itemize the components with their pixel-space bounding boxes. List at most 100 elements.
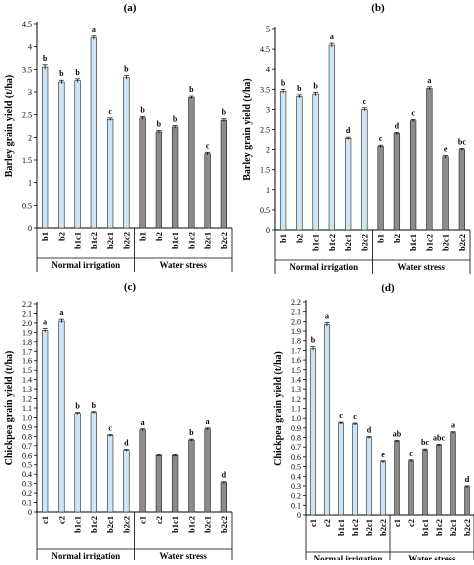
group-label-water-stress: Water stress xyxy=(408,554,456,560)
category-label: b2c1 xyxy=(448,519,458,536)
significance-letter: b xyxy=(59,69,64,78)
significance-letter: ab xyxy=(393,429,402,438)
category-label: b1c2 xyxy=(89,232,99,249)
category-label: b1 xyxy=(376,234,386,243)
y-tick-label: 1.2 xyxy=(22,395,32,404)
y-tick-label: 2.2 xyxy=(22,300,32,309)
bar xyxy=(394,441,400,516)
y-tick-label: 0 xyxy=(266,226,270,235)
bar xyxy=(312,93,319,231)
bar xyxy=(450,432,456,516)
significance-letter: b xyxy=(222,108,227,117)
bar xyxy=(352,423,358,516)
category-label: b2c2 xyxy=(219,232,229,249)
bar xyxy=(338,422,344,516)
y-tick-label: 0.5 xyxy=(22,201,32,210)
y-tick-label: 3.5 xyxy=(260,85,270,94)
y-tick-label: 1 xyxy=(266,186,270,195)
significance-letter: b xyxy=(75,68,80,77)
bar xyxy=(155,454,163,513)
bar xyxy=(442,156,449,231)
y-tick-label: 1.0 xyxy=(291,414,301,423)
y-tick-label: 0.6 xyxy=(22,451,32,460)
category-label: b2c2 xyxy=(121,516,131,533)
y-axis-label: Barley grain yield (t/ha) xyxy=(4,75,15,178)
y-tick-label: 1.3 xyxy=(291,385,301,394)
significance-letter: b xyxy=(157,120,162,129)
category-label: b1c2 xyxy=(186,516,196,533)
significance-letter: b xyxy=(75,402,80,411)
category-label: b2c1 xyxy=(203,232,213,249)
y-tick-label: 3 xyxy=(266,105,270,114)
category-label: b1c1 xyxy=(73,232,83,249)
y-tick-label: 0.7 xyxy=(22,442,32,451)
bar xyxy=(408,460,414,516)
y-tick-label: 2.1 xyxy=(22,309,32,318)
y-tick-label: 0.9 xyxy=(291,424,301,433)
group-label-water-stress: Water stress xyxy=(160,551,208,560)
bar xyxy=(106,118,114,229)
y-tick-label: 2 xyxy=(266,146,270,155)
category-label: c2 xyxy=(56,516,66,524)
y-tick-label: 0.8 xyxy=(291,434,301,443)
bar xyxy=(204,153,211,229)
y-tick-label: 1.5 xyxy=(260,166,270,175)
category-label: b2c1 xyxy=(105,516,115,533)
bar xyxy=(204,428,211,513)
y-tick-label: 2.0 xyxy=(291,317,301,326)
significance-letter: e xyxy=(381,450,385,459)
y-tick-label: 1.5 xyxy=(291,366,301,375)
category-label: b2c2 xyxy=(219,516,229,533)
y-tick-label: 4 xyxy=(28,43,32,52)
y-tick-label: 0.4 xyxy=(22,470,32,479)
bar xyxy=(90,37,98,229)
y-tick-label: 2.2 xyxy=(291,298,301,307)
bar xyxy=(171,454,179,513)
y-axis-label: Barley grain yield (t/ha) xyxy=(242,78,253,181)
category-label: c1 xyxy=(40,516,50,524)
bar xyxy=(58,81,65,229)
category-label: b1c1 xyxy=(336,519,346,536)
significance-letter: d xyxy=(465,475,470,484)
panel-label: (d) xyxy=(381,282,395,294)
category-label: b2c1 xyxy=(441,234,451,251)
y-tick-label: 1.9 xyxy=(291,327,301,336)
bar xyxy=(436,444,442,516)
bar xyxy=(139,429,146,513)
bar xyxy=(188,97,195,229)
bar xyxy=(324,323,330,516)
panel-label: (b) xyxy=(371,2,385,14)
bar xyxy=(74,413,81,513)
significance-letter: a xyxy=(206,417,210,426)
bar xyxy=(41,66,49,229)
y-tick-label: 3 xyxy=(28,88,32,97)
category-label: b1c2 xyxy=(434,519,444,536)
y-tick-label: 0.4 xyxy=(291,472,301,481)
y-tick-label: 1.8 xyxy=(291,337,301,346)
category-label: b2c2 xyxy=(457,234,467,251)
bar xyxy=(393,133,401,231)
y-tick-label: 0.2 xyxy=(22,489,32,498)
significance-letter: d xyxy=(222,471,227,480)
category-label: b1 xyxy=(138,232,148,241)
y-tick-label: 0.7 xyxy=(291,443,301,452)
bar xyxy=(409,120,417,231)
category-label: c1 xyxy=(138,516,148,524)
y-tick-label: 5 xyxy=(266,25,270,34)
significance-letter: b xyxy=(140,105,145,114)
y-tick-label: 1.4 xyxy=(291,375,301,384)
y-tick-label: 2.5 xyxy=(260,126,270,135)
y-tick-label: 1 xyxy=(28,179,32,188)
y-tick-label: 1.1 xyxy=(291,405,301,414)
bar xyxy=(220,119,228,229)
significance-letter: a xyxy=(451,421,455,430)
y-tick-label: 0.3 xyxy=(291,482,301,491)
y-tick-label: 1.2 xyxy=(291,395,301,404)
bar xyxy=(422,449,428,516)
y-tick-label: 2 xyxy=(28,133,32,142)
y-tick-label: 1.7 xyxy=(291,346,301,355)
bar xyxy=(377,146,384,231)
bar xyxy=(155,131,163,229)
y-tick-label: 0 xyxy=(297,511,301,520)
